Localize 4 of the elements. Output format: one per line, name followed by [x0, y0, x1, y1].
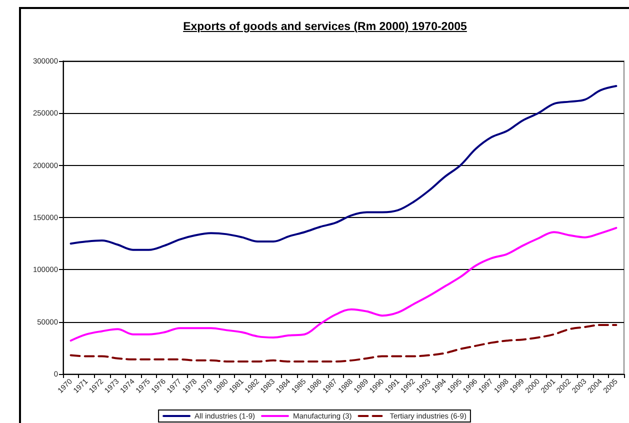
chart-title: Exports of goods and services (Rm 2000) 1970-2005: [182, 21, 468, 33]
line-series: [70, 324, 618, 362]
line-series: [70, 85, 618, 251]
line-series: [70, 226, 618, 342]
